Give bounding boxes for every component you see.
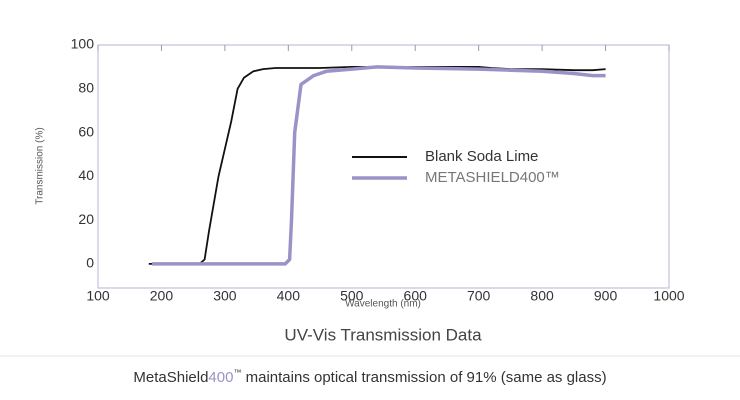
x-tick-label: 800 bbox=[530, 288, 554, 304]
x-tick-label: 700 bbox=[467, 288, 491, 304]
y-axis-label: Transmission (%) bbox=[35, 127, 46, 204]
series-line bbox=[151, 65, 606, 266]
series-line bbox=[148, 66, 606, 265]
y-tick-label: 60 bbox=[78, 123, 94, 139]
x-tick-label: 200 bbox=[150, 288, 174, 304]
x-tick-label: 900 bbox=[594, 288, 618, 304]
legend-label: METASHIELD400™ bbox=[425, 169, 560, 186]
chart-title: UV-Vis Transmission Data bbox=[284, 325, 482, 344]
plot-frame bbox=[97, 44, 670, 289]
legend-label: Blank Soda Lime bbox=[425, 148, 538, 165]
x-axis-label: Wavelength (nm) bbox=[345, 299, 421, 310]
x-tick-label: 300 bbox=[213, 288, 237, 304]
x-tick-label: 100 bbox=[86, 288, 110, 304]
y-tick-label: 20 bbox=[78, 211, 94, 227]
y-tick-label: 40 bbox=[78, 167, 94, 183]
x-tick-label: 400 bbox=[277, 288, 301, 304]
caption-part: 400 bbox=[208, 369, 233, 386]
caption-part: ™ bbox=[233, 368, 241, 377]
x-tick-label: 600 bbox=[404, 288, 428, 304]
y-tick-label: 0 bbox=[86, 255, 94, 271]
y-tick-label: 100 bbox=[71, 36, 95, 52]
caption-part: MetaShield bbox=[133, 369, 208, 386]
caption-part: maintains optical transmission of 91% (s… bbox=[241, 369, 606, 386]
caption: MetaShield400™ maintains optical transmi… bbox=[133, 368, 606, 386]
x-tick-label: 1000 bbox=[653, 288, 684, 304]
x-tick-label: 500 bbox=[340, 288, 364, 304]
y-tick-label: 80 bbox=[78, 79, 94, 95]
